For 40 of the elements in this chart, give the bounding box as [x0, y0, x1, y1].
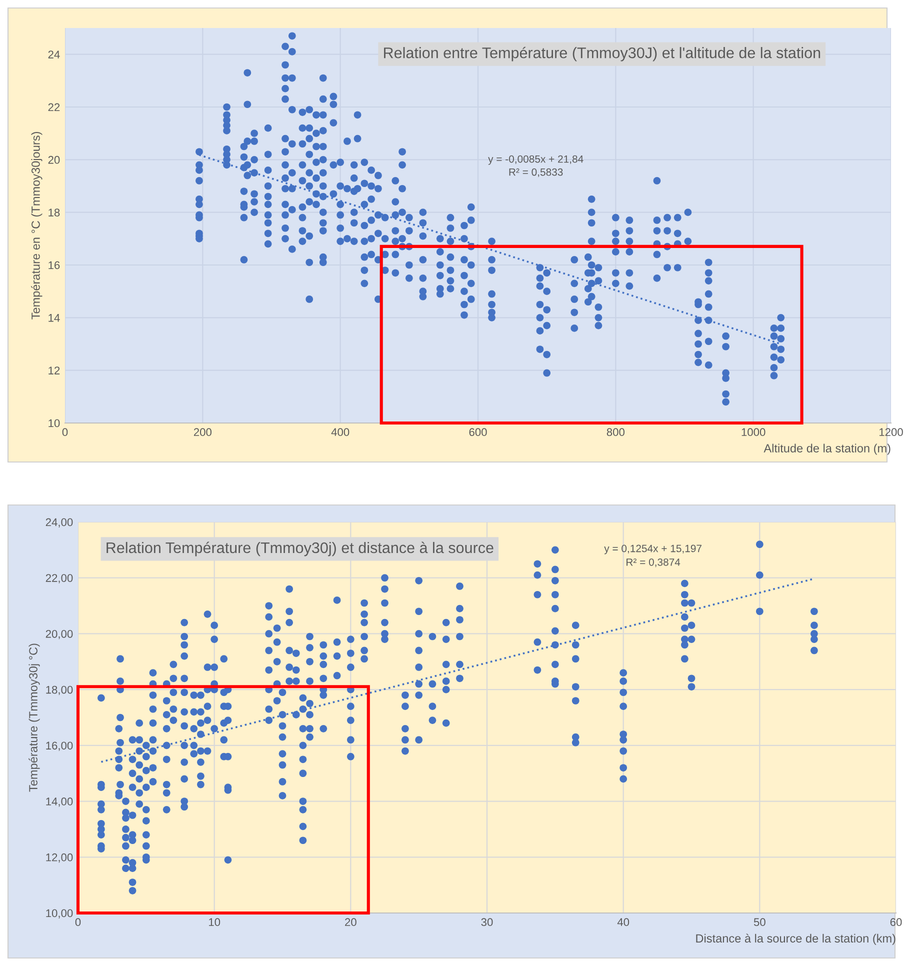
y-tick-label: 24,00	[46, 518, 73, 528]
x-tick-label: 60	[890, 918, 902, 926]
x-tick-label: 20	[345, 918, 356, 926]
y-tick-label: 14	[48, 314, 60, 322]
y-axis-title: Température en °C (Tmmoy30jours)	[31, 132, 42, 320]
x-tick-label: 600	[469, 428, 487, 436]
x-axis-title: Distance à la source de la station (km)	[696, 934, 896, 945]
y-tick-label: 12,00	[46, 853, 73, 863]
x-tick-label: 10	[209, 918, 220, 926]
annotation: y = -0,0085x + 21,84	[488, 155, 584, 165]
y-tick-label: 18,00	[46, 686, 73, 696]
x-tick-label: 0	[75, 918, 81, 926]
y-tick-label: 22	[48, 103, 60, 112]
x-tick-label: 40	[617, 918, 630, 926]
x-tick-label: 50	[754, 918, 766, 926]
y-axis-title: Température (Tmmoy30j °C)	[28, 644, 40, 792]
y-tick-label: 18	[48, 208, 60, 216]
x-tick-label: 30	[481, 918, 493, 926]
x-tick-label: 800	[606, 428, 624, 436]
y-tick-label: 24	[48, 50, 60, 58]
x-tick-label: 1000	[742, 428, 766, 436]
y-tick-label: 16	[48, 261, 60, 270]
text: Relation entre Température (Tmmoy30J) et l'altitude de la station	[384, 46, 820, 62]
y-tick-label: 10,00	[46, 909, 73, 918]
y-tick-label: 10	[48, 419, 60, 428]
annotation: R² = 0,3874	[626, 558, 680, 568]
text: Relation Température (Tmmoy30j) et distance à la source	[106, 542, 494, 556]
annotation: R² = 0,5833	[509, 168, 563, 177]
annotation: y = 0,1254x + 15,197	[604, 544, 702, 554]
y-tick-label: 14,00	[46, 798, 73, 807]
y-tick-label: 22,00	[46, 574, 73, 584]
y-tick-label: 12	[48, 366, 60, 374]
x-axis-title: Altitude de la station (m)	[764, 444, 890, 455]
x-tick-label: 400	[331, 428, 350, 436]
y-tick-label: 20,00	[46, 630, 73, 640]
x-tick-label: 200	[194, 428, 212, 436]
y-tick-label: 20	[48, 156, 60, 164]
x-tick-label: 1200	[879, 428, 903, 436]
x-tick-label: 0	[62, 428, 68, 436]
y-tick-label: 16,00	[46, 742, 73, 751]
